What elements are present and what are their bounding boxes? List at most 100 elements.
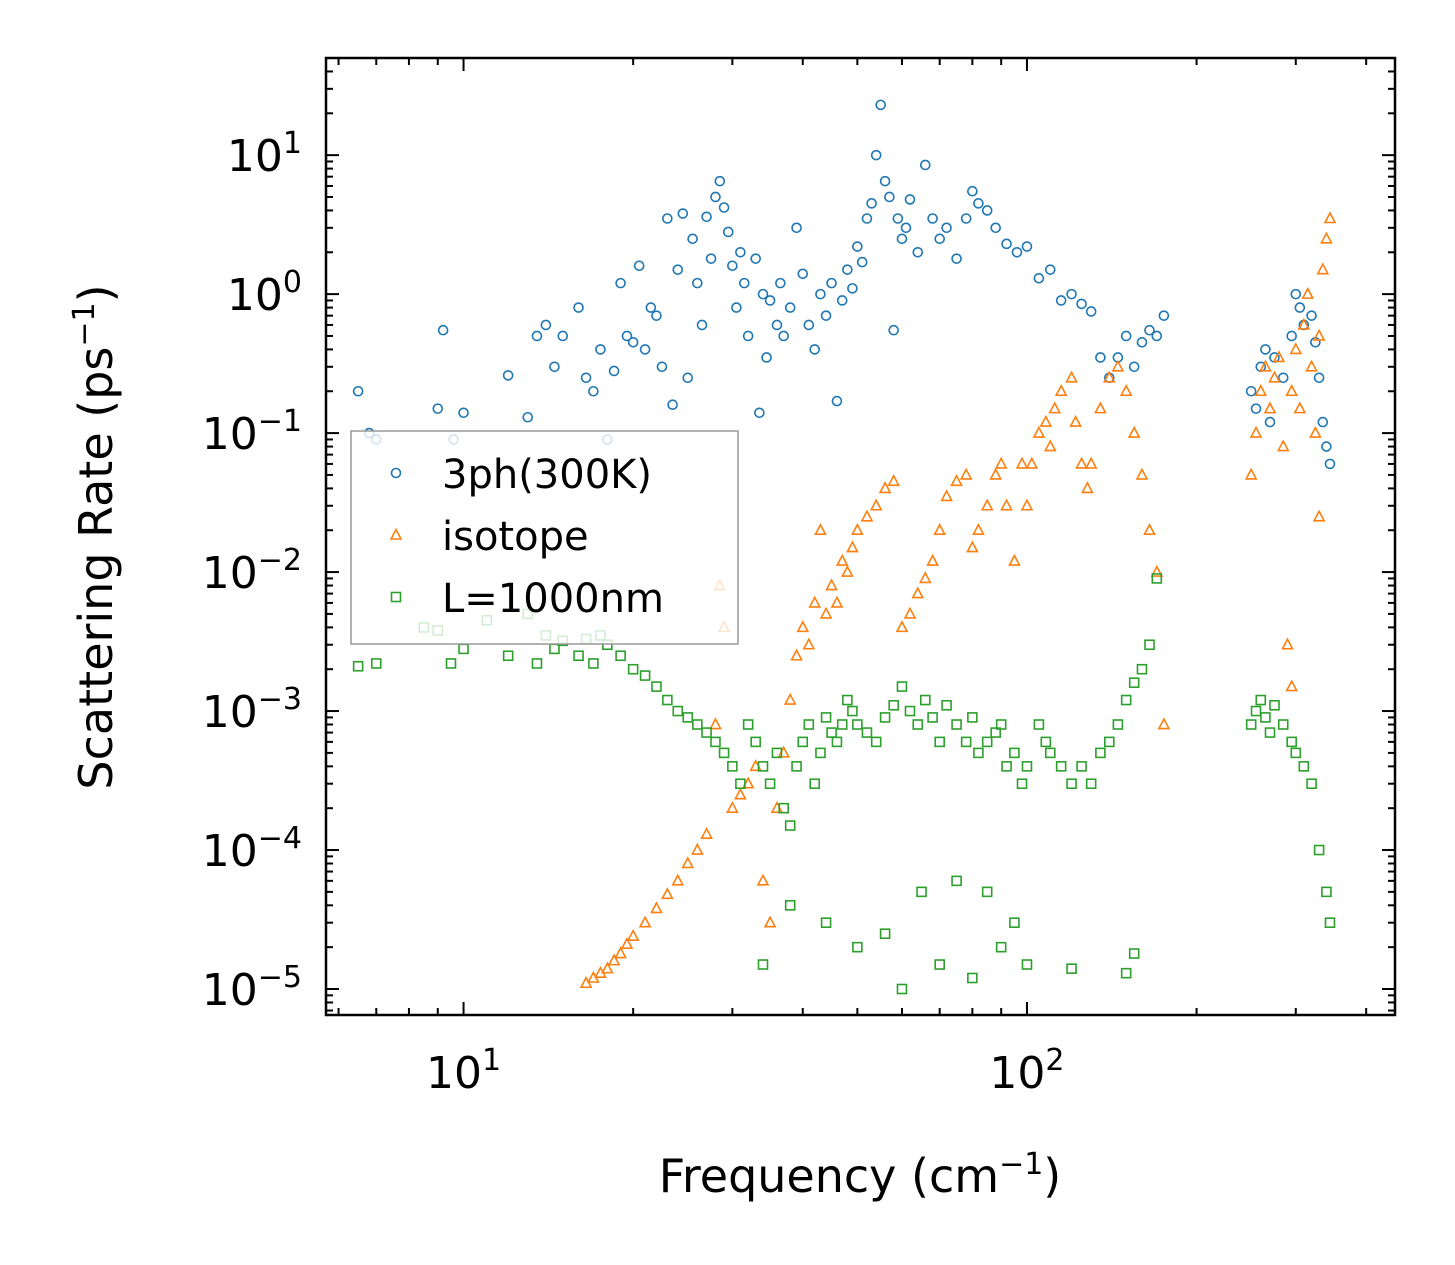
data-point	[1320, 231, 1333, 244]
data-point	[1276, 439, 1290, 452]
data-point	[934, 233, 945, 245]
data-point	[1066, 778, 1077, 790]
data-point	[540, 319, 552, 331]
data-point	[1055, 295, 1067, 306]
data-point	[940, 489, 953, 502]
data-point	[990, 727, 1001, 738]
data-point	[820, 310, 832, 321]
data-point	[1015, 456, 1029, 469]
data-point	[861, 727, 873, 738]
data-point	[1297, 317, 1311, 330]
data-point	[1143, 523, 1156, 536]
data-point	[960, 736, 972, 748]
data-point	[835, 553, 849, 566]
data-point	[1009, 917, 1020, 928]
data-point	[615, 650, 626, 662]
y-tick-label: 10−5	[202, 960, 302, 1016]
data-point	[651, 310, 662, 321]
data-point	[980, 498, 994, 511]
data-point	[739, 277, 750, 289]
data-point	[1033, 272, 1045, 284]
data-point	[904, 705, 916, 717]
data-point	[851, 523, 864, 536]
data-point	[852, 719, 863, 730]
data-point	[981, 886, 993, 898]
data-point	[1151, 330, 1163, 342]
data-point	[903, 606, 917, 619]
data-point	[1076, 761, 1087, 772]
data-point	[771, 747, 783, 759]
data-point	[895, 620, 909, 633]
data-point	[1040, 736, 1052, 748]
data-point	[1075, 456, 1088, 469]
data-points	[352, 99, 1337, 995]
data-point	[731, 302, 742, 313]
data-point	[888, 699, 899, 711]
data-point	[995, 941, 1007, 953]
data-point	[815, 288, 826, 300]
data-point	[1048, 401, 1062, 414]
data-point	[1020, 498, 1034, 511]
data-point	[778, 802, 789, 814]
x-tick-label: 102	[989, 1043, 1064, 1099]
data-point	[884, 191, 895, 203]
data-point	[1285, 679, 1298, 692]
data-point	[626, 928, 640, 941]
data-point	[705, 253, 717, 264]
data-point	[1293, 401, 1307, 414]
data-point	[826, 277, 837, 289]
data-point	[1290, 747, 1302, 759]
data-point	[754, 407, 765, 419]
data-point	[502, 650, 514, 662]
data-point	[967, 712, 978, 723]
data-point	[919, 159, 931, 171]
data-point	[1112, 719, 1124, 730]
data-point	[1128, 677, 1140, 688]
data-point	[1301, 286, 1315, 299]
data-point	[701, 727, 712, 738]
data-point	[1298, 761, 1310, 772]
data-point	[784, 900, 796, 911]
data-point	[1312, 509, 1326, 522]
data-point	[1021, 241, 1033, 252]
data-point	[1264, 416, 1276, 428]
data-point	[639, 344, 651, 355]
data-point	[1317, 416, 1329, 428]
data-point	[1120, 967, 1132, 979]
data-point	[1076, 298, 1087, 310]
data-point	[778, 330, 789, 342]
legend-label-l1000nm: L=1000nm	[442, 576, 664, 622]
data-point	[662, 213, 673, 224]
data-point	[927, 213, 938, 224]
data-point	[1069, 414, 1082, 427]
data-point	[1001, 238, 1012, 250]
data-point	[615, 277, 626, 289]
data-point	[1286, 736, 1297, 748]
data-point	[662, 694, 673, 706]
data-point	[1136, 337, 1148, 348]
data-point	[1260, 712, 1271, 723]
data-point	[710, 191, 721, 203]
data-point	[1255, 694, 1267, 706]
data-point	[1066, 288, 1077, 300]
data-point	[912, 246, 924, 258]
data-point	[878, 481, 892, 494]
data-point	[1044, 747, 1056, 759]
data-point	[896, 681, 908, 692]
data-point	[709, 717, 722, 730]
data-point	[1268, 370, 1281, 383]
data-point	[819, 606, 833, 619]
data-point	[990, 222, 1001, 234]
data-point	[639, 670, 651, 681]
x-tick-label: 101	[426, 1043, 501, 1099]
data-point	[1306, 778, 1317, 790]
data-point	[797, 268, 809, 280]
y-tick-label: 10−2	[202, 543, 302, 599]
data-point	[1001, 761, 1012, 772]
data-point	[1025, 456, 1039, 469]
data-point	[875, 99, 886, 111]
data-point	[607, 953, 621, 966]
data-point	[1111, 359, 1125, 372]
data-point	[614, 946, 627, 959]
